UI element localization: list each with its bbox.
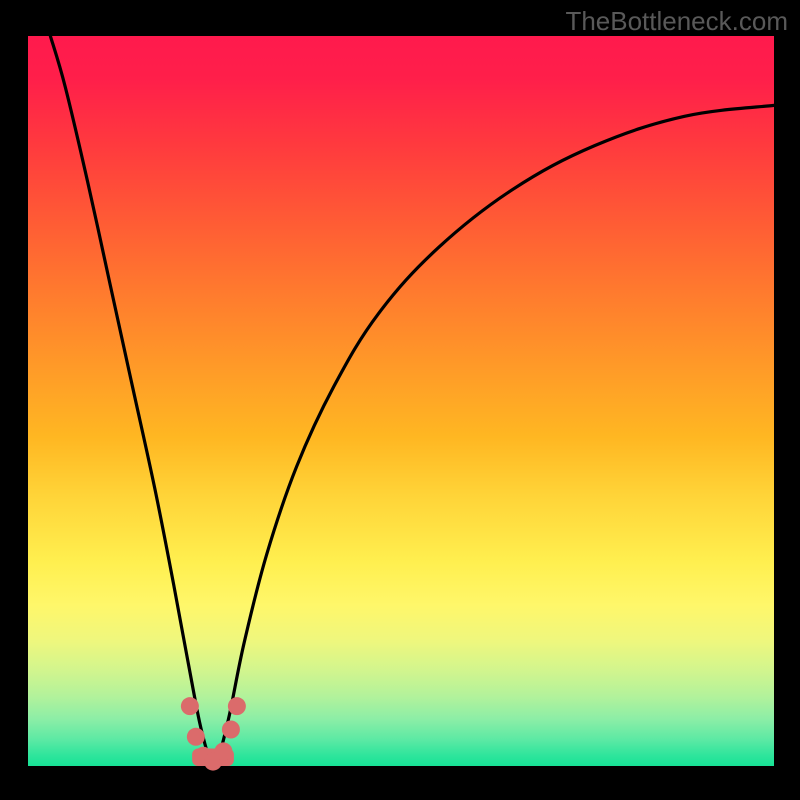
trough-marker	[222, 721, 240, 739]
gradient-background	[28, 36, 774, 766]
bottleneck-chart	[0, 0, 800, 800]
chart-container: TheBottleneck.com	[0, 0, 800, 800]
trough-marker	[181, 697, 199, 715]
trough-marker	[187, 728, 205, 746]
trough-marker	[214, 742, 232, 760]
watermark-text: TheBottleneck.com	[565, 6, 788, 37]
trough-marker	[228, 697, 246, 715]
